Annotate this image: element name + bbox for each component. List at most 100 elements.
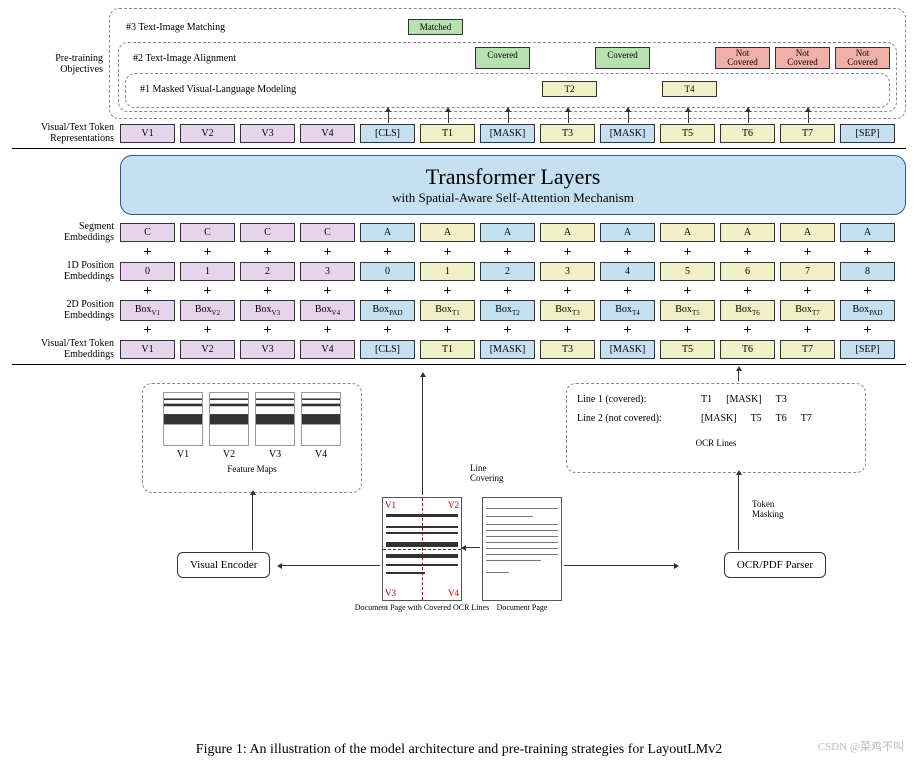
obj3-matched: Matched — [408, 19, 463, 35]
bottom-section: V1 V2 V3 V4 Feature Maps Line 1 (covered… — [12, 377, 906, 617]
plus-icon: + — [540, 324, 595, 338]
emb-row-v0: V1 — [120, 340, 175, 359]
plus-icon: + — [120, 246, 175, 260]
obj2-nc-2: Not Covered — [775, 47, 830, 69]
emb-row-t2: [MASK] — [480, 340, 535, 359]
line-covering-label: Line Covering — [470, 463, 504, 483]
plus-icon: + — [300, 246, 355, 260]
plus-icon: + — [720, 324, 775, 338]
plus-icon: + — [840, 324, 895, 338]
obj1-t4: T4 — [662, 81, 717, 97]
plus-row-2: +++++++++++++ — [120, 285, 906, 299]
ocr-l1-mask: [MASK] — [726, 394, 762, 405]
plus-icon: + — [480, 324, 535, 338]
obj3-row: #3 Text-Image Matching Matched — [118, 15, 897, 39]
seg-row-v3: C — [300, 223, 355, 242]
plus-icon: + — [540, 246, 595, 260]
tok-repr-t2: [MASK] — [480, 124, 535, 143]
fm-lbl-3: V3 — [255, 449, 295, 460]
arrow-up-icon — [388, 111, 389, 123]
pos1d-row: 0123012345678 — [120, 262, 906, 281]
quad-v1: V1 — [385, 500, 396, 510]
doc-covered: V1 V2 V3 V4 — [382, 497, 462, 601]
quad-v3: V3 — [385, 588, 396, 598]
fm-img-2 — [209, 392, 249, 446]
emb-row-t3: T3 — [540, 340, 595, 359]
plus-icon: + — [120, 324, 175, 338]
obj2-row: #2 Text-Image Alignment Covered Covered … — [125, 46, 890, 70]
emb-row-t0: [CLS] — [360, 340, 415, 359]
fm-img-3 — [255, 392, 295, 446]
pos1d-row-t1: 1 — [420, 262, 475, 281]
seg-row-t0: A — [360, 223, 415, 242]
obj2-nc-3: Not Covered — [835, 47, 890, 69]
pos1d-row-t7: 7 — [780, 262, 835, 281]
plus-icon: + — [780, 246, 835, 260]
pos2d-row-t7: BoxT7 — [780, 300, 835, 321]
fm-img-1 — [163, 392, 203, 446]
feature-maps-box: V1 V2 V3 V4 Feature Maps — [142, 383, 362, 493]
plus-icon: + — [240, 246, 295, 260]
seg-row-v1: C — [180, 223, 235, 242]
plus-icon: + — [480, 246, 535, 260]
arrow-fm-up — [252, 495, 253, 550]
plus-icon: + — [660, 285, 715, 299]
plus-icon: + — [780, 324, 835, 338]
arrow-up-icon — [688, 111, 689, 123]
plus-icon: + — [360, 246, 415, 260]
plus-icon: + — [180, 285, 235, 299]
seg-row-t8: A — [840, 223, 895, 242]
arrow-up-icon — [808, 111, 809, 123]
visual-encoder-box: Visual Encoder — [177, 552, 270, 578]
plus-icon: + — [300, 285, 355, 299]
fm-lbl-4: V4 — [301, 449, 341, 460]
tok-repr-v1: V2 — [180, 124, 235, 143]
pos2d-row-v3: BoxV4 — [300, 300, 355, 321]
arrow-up-icon — [568, 111, 569, 123]
quad-v4: V4 — [448, 588, 459, 598]
plus-row-3: +++++++++++++ — [120, 324, 906, 338]
pos1d-row-t5: 5 — [660, 262, 715, 281]
ocr-l2-t7: T7 — [801, 413, 812, 424]
fm-img-4 — [301, 392, 341, 446]
tok-repr-v0: V1 — [120, 124, 175, 143]
seg-row-t3: A — [540, 223, 595, 242]
plus-icon: + — [180, 246, 235, 260]
plus-icon: + — [360, 285, 415, 299]
pos1d-row-v3: 3 — [300, 262, 355, 281]
plus-icon: + — [540, 285, 595, 299]
token-masking-label: Token Masking — [752, 499, 784, 519]
plus-icon: + — [420, 324, 475, 338]
arrow-up-icon — [628, 111, 629, 123]
pos2d-label: 2D Position Embeddings — [12, 299, 120, 321]
doc2-caption: Document Page — [482, 603, 562, 612]
emb-row-v2: V3 — [240, 340, 295, 359]
pos1d-row-t8: 8 — [840, 262, 895, 281]
plus-icon: + — [240, 285, 295, 299]
seg-row-t7: A — [780, 223, 835, 242]
emb-row-t5: T5 — [660, 340, 715, 359]
segment-row: CCCCAAAAAAAAA — [120, 223, 906, 242]
pos2d-row-t5: BoxT5 — [660, 300, 715, 321]
pos2d-row-t4: BoxT4 — [600, 300, 655, 321]
vt-repr-label: Visual/Text Token Representations — [12, 122, 120, 144]
obj2-covered-2: Covered — [595, 47, 650, 69]
seg-row-t1: A — [420, 223, 475, 242]
pos1d-row-t4: 4 — [600, 262, 655, 281]
transformer-subtitle: with Spatial-Aware Self-Attention Mechan… — [129, 190, 897, 206]
plus-icon: + — [840, 285, 895, 299]
pos2d-row-v1: BoxV2 — [180, 300, 235, 321]
emb-row-v3: V4 — [300, 340, 355, 359]
pos1d-row-v1: 1 — [180, 262, 235, 281]
ocr-line1-label: Line 1 (covered): — [577, 394, 687, 405]
ocr-l1-t3: T3 — [776, 394, 787, 405]
pos2d-row-t6: BoxT6 — [720, 300, 775, 321]
plus-icon: + — [600, 246, 655, 260]
seg-row-t5: A — [660, 223, 715, 242]
ocr-l2-mask: [MASK] — [701, 413, 737, 424]
obj2-covered-1: Covered — [475, 47, 530, 69]
tok-repr-t4: [MASK] — [600, 124, 655, 143]
obj2-label: #2 Text-Image Alignment — [133, 53, 236, 64]
plus-icon: + — [660, 324, 715, 338]
fm-caption: Feature Maps — [151, 464, 353, 474]
